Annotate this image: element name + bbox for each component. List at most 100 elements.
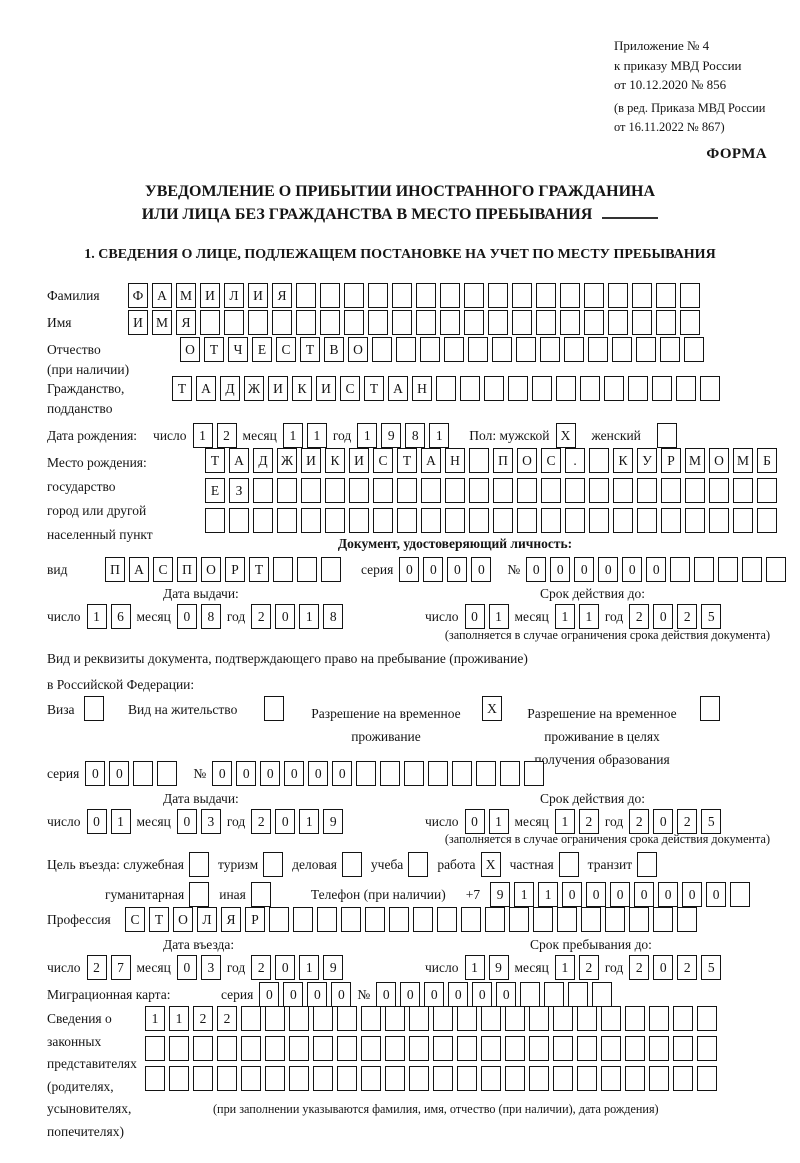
char-box[interactable]: Н xyxy=(412,376,432,401)
char-box[interactable] xyxy=(205,508,225,533)
char-box[interactable]: 0 xyxy=(176,604,197,629)
char-box[interactable] xyxy=(397,508,417,533)
char-box[interactable] xyxy=(625,1066,645,1091)
char-box[interactable] xyxy=(637,508,657,533)
char-box[interactable]: 9 xyxy=(488,955,509,980)
char-box[interactable]: 1 xyxy=(429,423,450,448)
char-box[interactable] xyxy=(685,478,705,503)
purpose-other-checkbox[interactable] xyxy=(250,882,271,907)
char-box[interactable] xyxy=(652,376,672,401)
char-box[interactable] xyxy=(589,508,609,533)
char-box[interactable]: 1 xyxy=(464,955,485,980)
char-box[interactable]: О xyxy=(173,907,193,932)
char-box[interactable] xyxy=(733,508,753,533)
char-box[interactable]: 2 xyxy=(578,955,599,980)
char-box[interactable] xyxy=(461,907,481,932)
char-box[interactable]: Е xyxy=(252,337,272,362)
char-box[interactable]: 1 xyxy=(306,423,327,448)
char-box[interactable]: 9 xyxy=(323,955,344,980)
char-box[interactable]: И xyxy=(316,376,336,401)
char-box[interactable] xyxy=(757,508,777,533)
char-box[interactable]: А xyxy=(421,448,441,473)
char-box[interactable] xyxy=(605,907,625,932)
char-box[interactable]: 0 xyxy=(658,882,679,907)
char-box[interactable] xyxy=(568,982,589,1007)
char-box[interactable]: 2 xyxy=(677,809,698,834)
char-box[interactable] xyxy=(584,283,604,308)
char-box[interactable]: А xyxy=(152,283,172,308)
char-box[interactable]: 0 xyxy=(376,982,397,1007)
char-box[interactable] xyxy=(344,283,364,308)
char-box[interactable] xyxy=(757,478,777,503)
char-box[interactable] xyxy=(541,508,561,533)
char-box[interactable] xyxy=(512,310,532,335)
char-box[interactable]: П xyxy=(177,557,197,582)
char-box[interactable] xyxy=(372,337,392,362)
char-box[interactable] xyxy=(229,508,249,533)
purpose-humanitarian-checkbox[interactable] xyxy=(189,882,210,907)
char-box[interactable] xyxy=(428,761,449,786)
char-box[interactable] xyxy=(433,1006,453,1031)
char-box[interactable] xyxy=(673,1036,693,1061)
char-box[interactable]: Р xyxy=(225,557,245,582)
char-box[interactable]: 0 xyxy=(400,982,421,1007)
char-box[interactable] xyxy=(670,557,691,582)
char-box[interactable]: 2 xyxy=(216,423,237,448)
char-box[interactable]: С xyxy=(276,337,296,362)
char-box[interactable] xyxy=(637,478,657,503)
char-box[interactable]: Т xyxy=(205,448,225,473)
char-box[interactable] xyxy=(505,1036,525,1061)
char-box[interactable] xyxy=(718,557,739,582)
char-box[interactable]: 0 xyxy=(275,809,296,834)
char-box[interactable] xyxy=(709,508,729,533)
char-box[interactable]: Ф xyxy=(128,283,148,308)
char-box[interactable] xyxy=(529,1006,549,1031)
char-box[interactable] xyxy=(541,478,561,503)
char-box[interactable] xyxy=(413,907,433,932)
char-box[interactable]: 0 xyxy=(283,982,304,1007)
char-box[interactable]: 5 xyxy=(701,809,722,834)
char-box[interactable] xyxy=(508,376,528,401)
char-box[interactable]: Ж xyxy=(244,376,264,401)
char-box[interactable] xyxy=(301,478,321,503)
char-box[interactable] xyxy=(653,907,673,932)
char-box[interactable]: 0 xyxy=(653,604,674,629)
char-box[interactable]: 2 xyxy=(629,604,650,629)
char-box[interactable] xyxy=(469,478,489,503)
char-box[interactable] xyxy=(649,1006,669,1031)
char-box[interactable]: 5 xyxy=(701,604,722,629)
char-box[interactable]: С xyxy=(125,907,145,932)
char-box[interactable] xyxy=(325,508,345,533)
char-box[interactable] xyxy=(608,310,628,335)
char-box[interactable]: 2 xyxy=(251,955,272,980)
char-box[interactable]: 5 xyxy=(701,955,722,980)
char-box[interactable]: 0 xyxy=(526,557,547,582)
char-box[interactable] xyxy=(580,376,600,401)
char-box[interactable] xyxy=(317,907,337,932)
char-box[interactable] xyxy=(564,337,584,362)
char-box[interactable] xyxy=(685,508,705,533)
char-box[interactable]: 0 xyxy=(622,557,643,582)
char-box[interactable] xyxy=(433,1066,453,1091)
char-box[interactable] xyxy=(544,982,565,1007)
char-box[interactable]: 0 xyxy=(332,761,353,786)
char-box[interactable]: К xyxy=(613,448,633,473)
char-box[interactable]: 1 xyxy=(299,604,320,629)
char-box[interactable]: Л xyxy=(224,283,244,308)
char-box[interactable]: У xyxy=(637,448,657,473)
char-box[interactable]: 0 xyxy=(176,955,197,980)
char-box[interactable] xyxy=(632,310,652,335)
char-box[interactable]: 1 xyxy=(145,1006,165,1031)
char-box[interactable]: Т xyxy=(397,448,417,473)
char-box[interactable]: 9 xyxy=(381,423,402,448)
